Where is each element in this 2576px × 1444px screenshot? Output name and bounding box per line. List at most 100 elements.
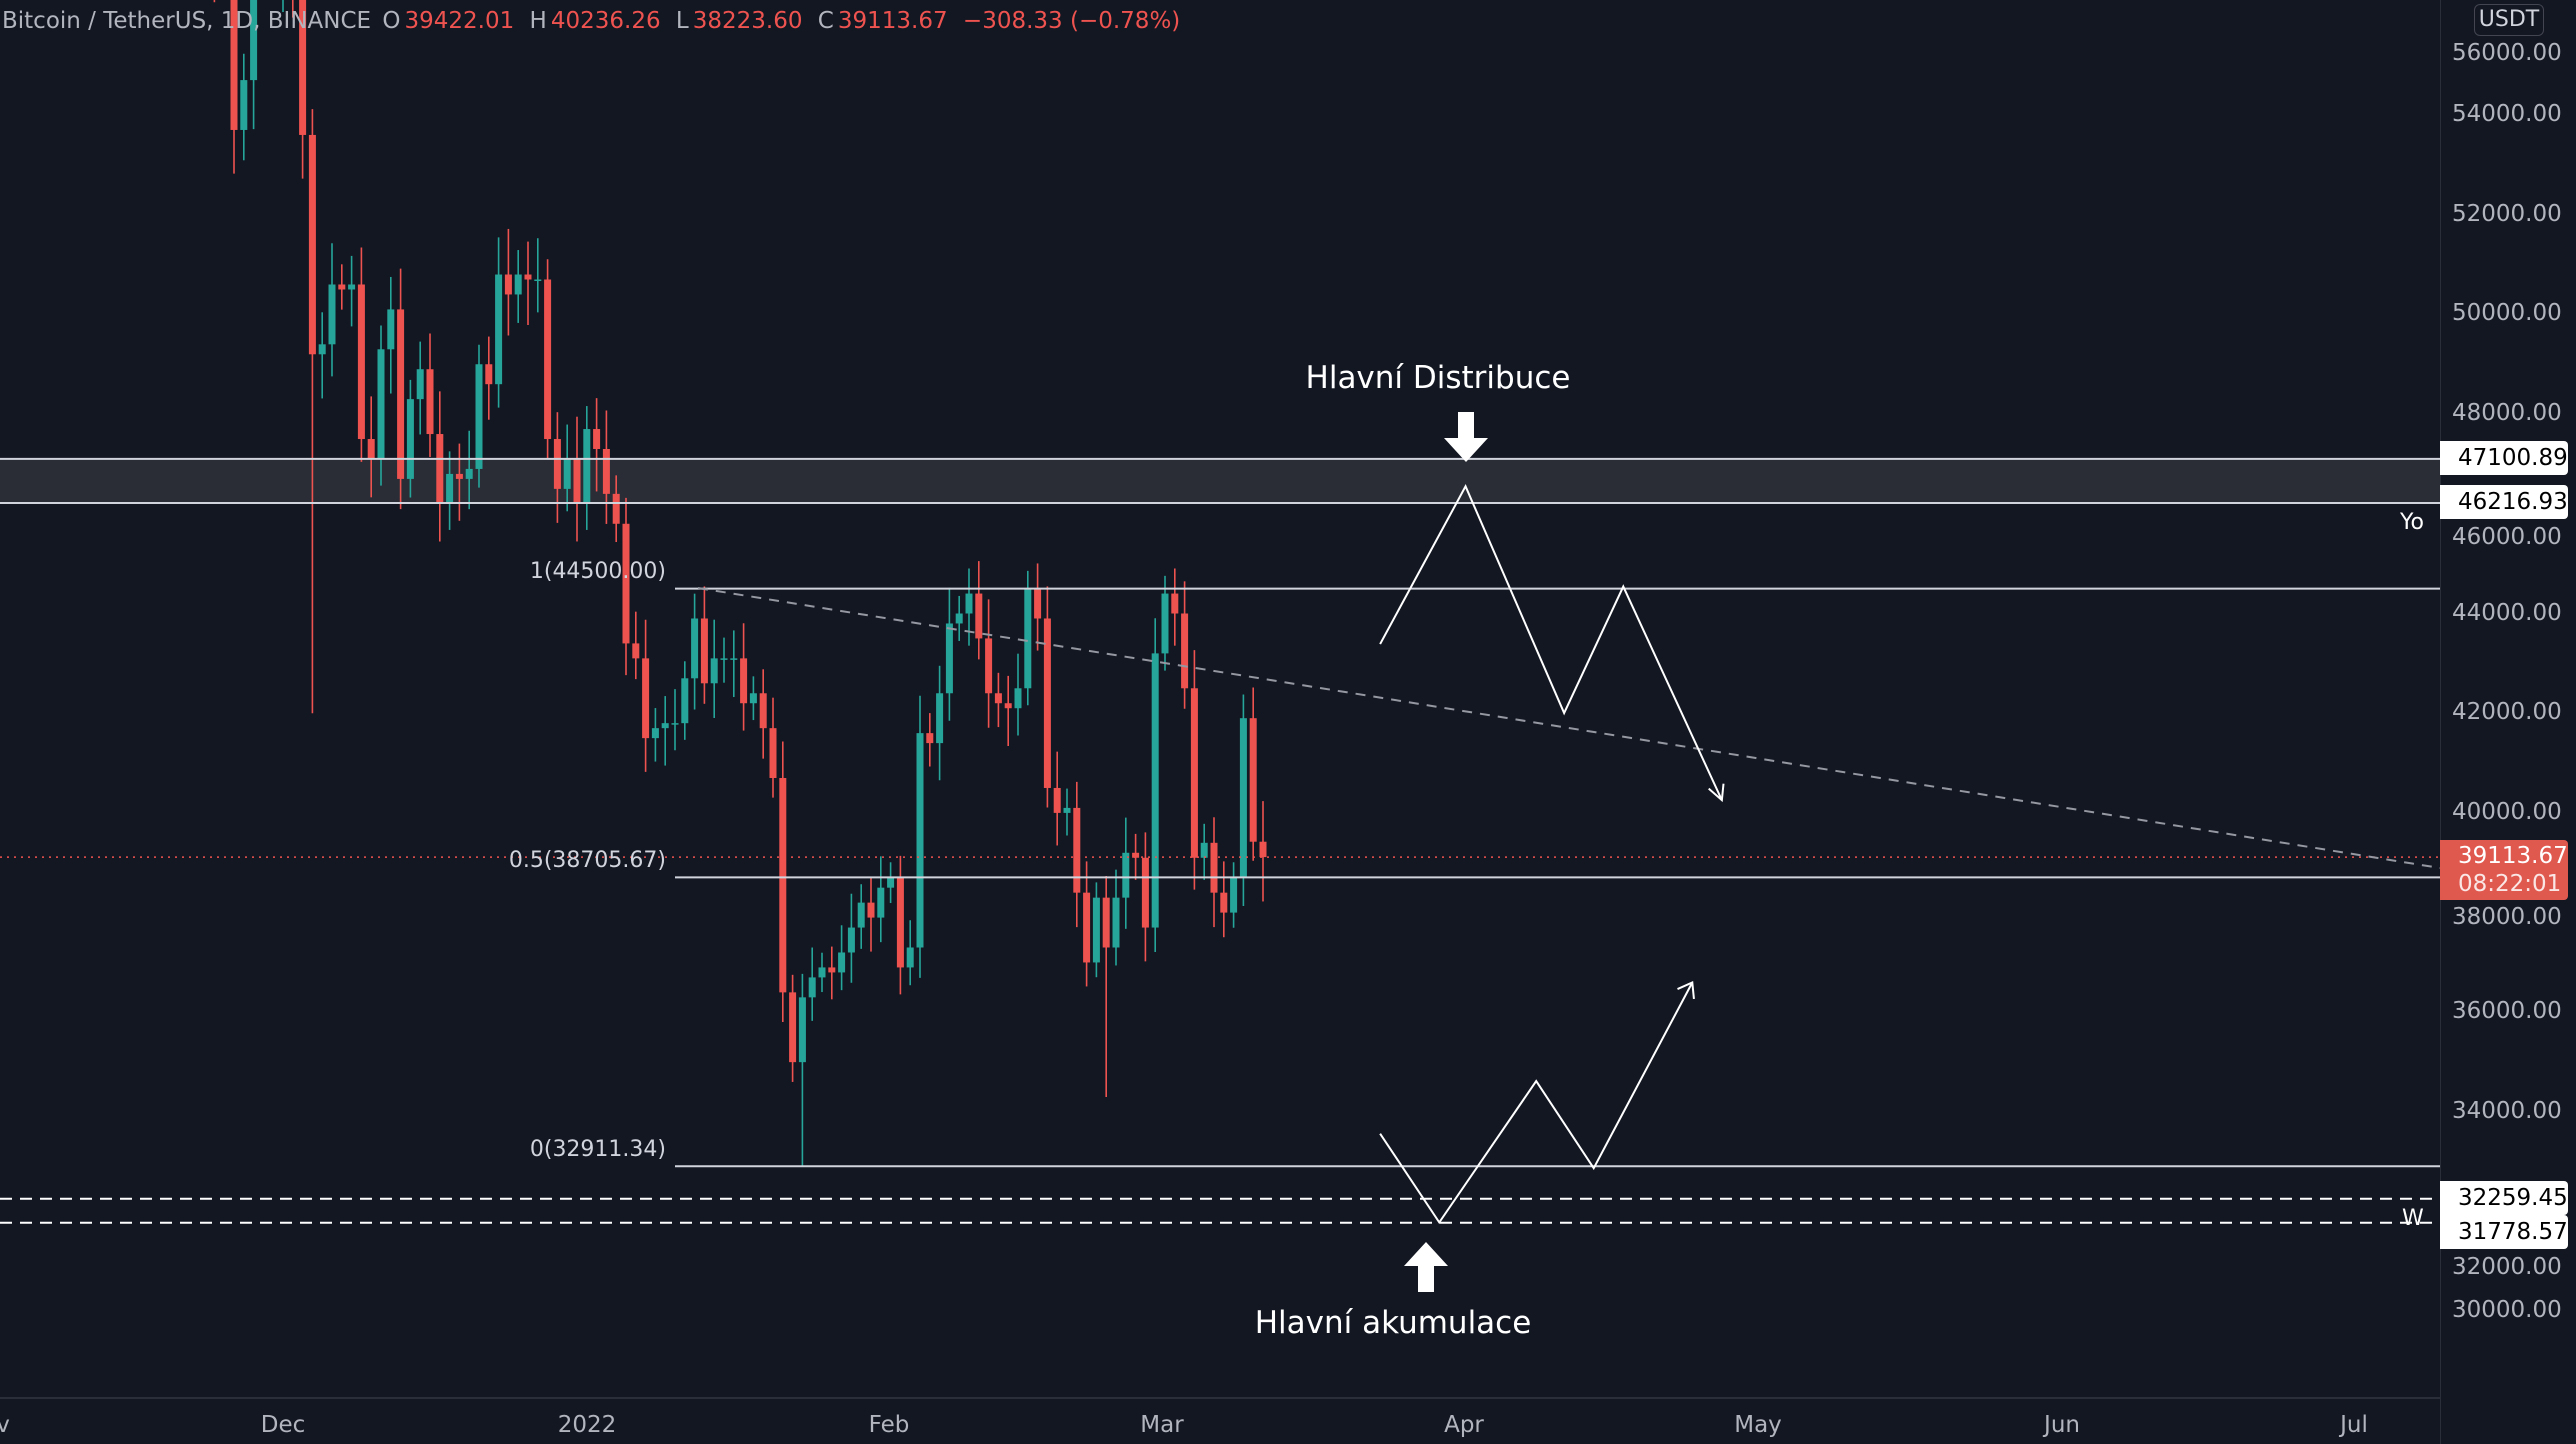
projection-path-top — [1379, 484, 1723, 801]
candle-body — [1112, 897, 1120, 948]
candle-body — [514, 274, 522, 295]
candle-body — [857, 902, 865, 928]
candle-body — [994, 693, 1002, 704]
symbol-title[interactable]: Bitcoin / TetherUS, 1D, BINANCE — [2, 8, 372, 34]
candle-body — [426, 369, 434, 435]
candle-body — [593, 429, 601, 449]
candle-body — [838, 952, 846, 973]
time-tick: Feb — [868, 1412, 910, 1438]
candle-body — [240, 80, 248, 130]
candle-body — [1190, 688, 1198, 858]
price-axis[interactable] — [2440, 0, 2576, 1444]
candle-body — [1122, 852, 1130, 898]
candle-body — [534, 279, 542, 282]
time-tick: Mar — [1140, 1412, 1184, 1438]
close-label: C — [817, 8, 834, 34]
arrow-head — [1677, 981, 1695, 1000]
candle-body — [338, 284, 346, 290]
candle-body — [877, 887, 885, 918]
price-tick: 32000.00 — [2452, 1254, 2562, 1280]
candle-body — [446, 473, 454, 504]
candle-body — [1083, 892, 1091, 963]
arrow-head — [1708, 783, 1725, 803]
open-value: 39422.01 — [404, 8, 515, 34]
candle-body — [1249, 718, 1257, 842]
currency-button[interactable]: USDT — [2474, 4, 2544, 36]
price-tick: 50000.00 — [2452, 300, 2562, 327]
price-tick: 40000.00 — [2452, 798, 2562, 825]
candle-body — [348, 284, 356, 290]
price-tick: 46000.00 — [2452, 524, 2562, 550]
candle-body — [475, 364, 483, 469]
fib-level-0: 0(32911.34) — [529, 1137, 666, 1162]
candle-body — [602, 448, 610, 494]
candle-body — [367, 439, 375, 459]
candle-body — [642, 658, 650, 739]
candle-body — [681, 678, 689, 724]
candle-body — [720, 658, 728, 660]
candle-body — [867, 902, 875, 918]
candle-body — [1141, 857, 1149, 928]
low-label: L — [675, 8, 689, 34]
candle-body — [975, 593, 983, 639]
time-tick: 2022 — [557, 1412, 617, 1438]
candle-body — [250, 0, 258, 81]
candle-body — [808, 977, 816, 998]
candle-body — [583, 429, 591, 504]
candle-body — [397, 309, 405, 479]
candle-body — [1053, 787, 1061, 813]
candle-body — [377, 349, 385, 459]
candle-body — [1102, 897, 1110, 948]
high-value: 40236.26 — [550, 8, 661, 34]
projection-path-bottom — [1379, 982, 1694, 1225]
price-tick: 44000.00 — [2452, 599, 2562, 626]
time-tick: Jun — [2044, 1412, 2080, 1438]
high-label: H — [529, 8, 547, 34]
change-value: −308.33 (−0.78%) — [962, 8, 1181, 34]
candle-body — [524, 274, 532, 280]
candle-body — [1151, 653, 1159, 928]
candle-body — [1161, 593, 1169, 654]
candle-body — [573, 458, 581, 504]
candle-body — [749, 693, 757, 704]
candle-body — [436, 434, 444, 504]
candle-body — [936, 693, 944, 744]
candle-body — [896, 877, 904, 968]
time-tick: May — [1734, 1412, 1782, 1438]
trend-line — [697, 587, 2441, 869]
close-value: 39113.67 — [837, 8, 948, 34]
candle-body — [544, 279, 552, 440]
level-tag: 46216.93 — [2440, 485, 2568, 519]
candle-body — [965, 593, 973, 614]
time-tick: v — [0, 1412, 10, 1438]
candle-body — [985, 638, 993, 694]
time-tick: Jul — [2340, 1412, 2368, 1438]
candle-body — [651, 728, 659, 739]
resistance-zone — [0, 458, 2440, 503]
yearly-open-label: Yo — [2400, 510, 2424, 535]
candle-body — [779, 778, 787, 993]
candle-body — [308, 134, 316, 355]
candle-body — [406, 399, 414, 479]
current-price-tag: 39113.67 08:22:01 — [2440, 840, 2568, 900]
price-tick: 54000.00 — [2452, 101, 2562, 127]
candle-body — [495, 274, 503, 385]
open-label: O — [382, 8, 401, 34]
candle-body — [1220, 892, 1228, 913]
candle-body — [1230, 877, 1238, 913]
candle-body — [230, 0, 238, 130]
level-tag: 31778.57 — [2440, 1215, 2568, 1249]
candle-body — [671, 723, 679, 725]
price-tick: 48000.00 — [2452, 400, 2562, 427]
time-tick: Apr — [1444, 1412, 1484, 1438]
candle-body — [357, 284, 365, 440]
candle-body — [916, 733, 924, 948]
price-tick: 56000.00 — [2452, 40, 2562, 66]
candle-body — [906, 947, 914, 968]
candle-body — [1092, 897, 1100, 963]
candle-body — [769, 728, 777, 779]
arrow-down-icon — [1444, 412, 1488, 462]
candle-body — [485, 364, 493, 385]
price-tick: 38000.00 — [2452, 904, 2562, 930]
